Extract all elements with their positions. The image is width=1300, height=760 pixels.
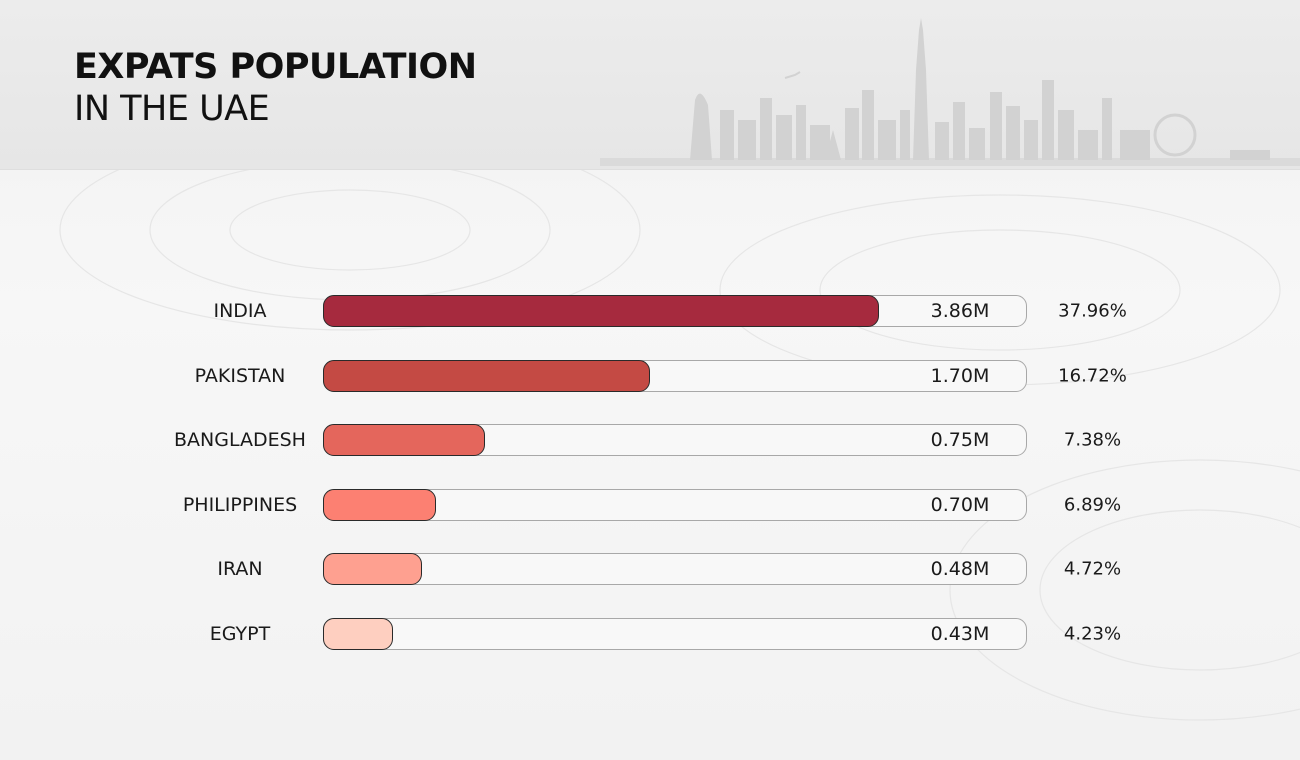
bar-track-philippines bbox=[323, 489, 1027, 521]
bar-india bbox=[323, 295, 879, 327]
dubai-skyline-icon bbox=[600, 18, 1300, 166]
value-label-philippines: 0.70M bbox=[930, 494, 990, 516]
value-label-pakistan: 1.70M bbox=[930, 365, 990, 387]
bar-pakistan bbox=[323, 360, 650, 392]
bar-track-iran bbox=[323, 553, 1027, 585]
bar-bangladesh bbox=[323, 424, 485, 456]
percentage-label-pakistan: 16.72% bbox=[1058, 365, 1127, 387]
category-label-iran: IRAN bbox=[217, 558, 263, 580]
title-block: EXPATS POPULATION IN THE UAE bbox=[74, 46, 477, 130]
percentage-label-iran: 4.72% bbox=[1063, 558, 1122, 580]
percentage-label-bangladesh: 7.38% bbox=[1063, 429, 1122, 451]
percentage-label-egypt: 4.23% bbox=[1063, 623, 1122, 645]
value-label-india: 3.86M bbox=[930, 300, 990, 322]
title-line-2: IN THE UAE bbox=[74, 89, 270, 129]
bar-egypt bbox=[323, 618, 393, 650]
category-label-egypt: EGYPT bbox=[209, 623, 271, 645]
category-label-philippines: PHILIPPINES bbox=[182, 494, 298, 516]
bar-track-egypt bbox=[323, 618, 1027, 650]
value-label-iran: 0.48M bbox=[930, 558, 990, 580]
title-line-1: EXPATS POPULATION bbox=[74, 47, 477, 87]
value-label-bangladesh: 0.75M bbox=[930, 429, 990, 451]
bar-philippines bbox=[323, 489, 436, 521]
bar-iran bbox=[323, 553, 422, 585]
category-label-india: INDIA bbox=[213, 300, 267, 322]
category-label-bangladesh: BANGLADESH bbox=[174, 429, 306, 451]
percentage-label-philippines: 6.89% bbox=[1063, 494, 1122, 516]
percentage-label-india: 37.96% bbox=[1058, 300, 1127, 322]
value-label-egypt: 0.43M bbox=[930, 623, 990, 645]
category-label-pakistan: PAKISTAN bbox=[194, 365, 286, 387]
